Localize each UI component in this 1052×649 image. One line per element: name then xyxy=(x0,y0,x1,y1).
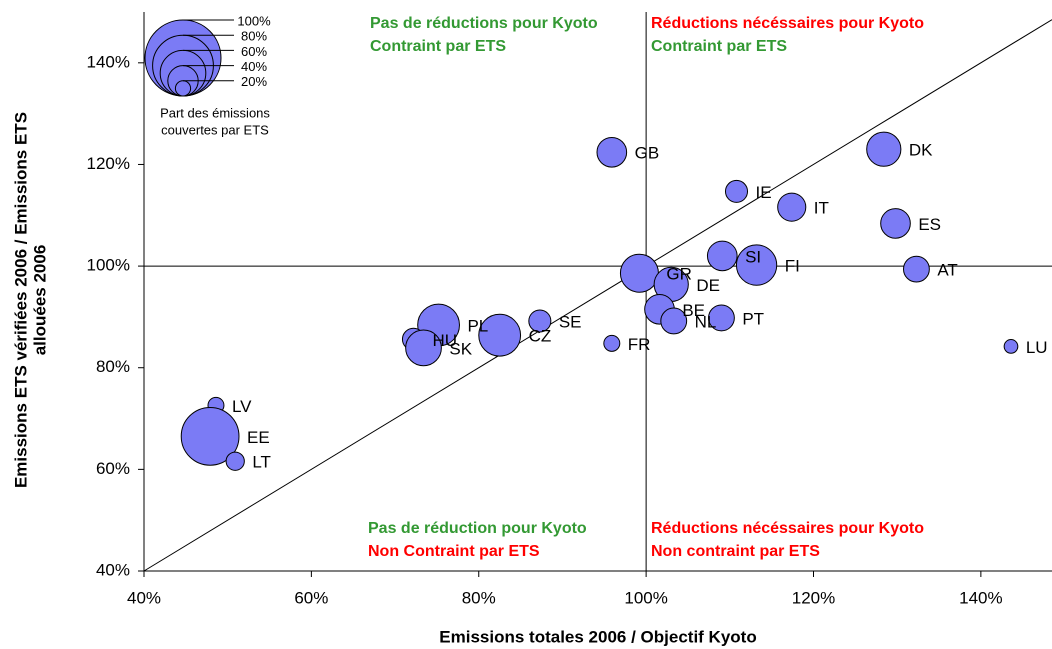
bubble xyxy=(596,136,628,168)
bubble xyxy=(225,451,245,471)
bubble xyxy=(180,406,240,466)
bubble-label: DK xyxy=(909,141,933,160)
bubble xyxy=(708,304,735,332)
quadrant-annotation: Réductions nécéssaires pour Kyoto xyxy=(651,520,924,537)
quadrant-annotation: Pas de réduction pour Kyoto xyxy=(368,520,587,537)
bubble xyxy=(903,255,930,283)
bubble-label: GR xyxy=(666,265,692,284)
y-axis-title: allouées 2006 xyxy=(30,245,49,356)
bubble xyxy=(603,334,621,352)
bubble-label: EE xyxy=(247,428,270,447)
bubble xyxy=(660,307,688,335)
bubble xyxy=(735,244,778,286)
y-tick-label: 140% xyxy=(87,52,130,71)
legend-label: 100% xyxy=(237,13,271,28)
x-tick-label: 80% xyxy=(462,588,496,607)
quadrant-annotation: Contraint par ETS xyxy=(370,38,506,55)
legend-label: 20% xyxy=(241,74,267,89)
bubble-label: LV xyxy=(232,397,252,416)
quadrant-annotation: Non Contraint par ETS xyxy=(368,543,540,560)
bubble xyxy=(724,179,749,203)
bubble-label: LU xyxy=(1026,338,1048,357)
bubble xyxy=(619,253,659,293)
bubble-label: IE xyxy=(756,183,772,202)
y-tick-label: 120% xyxy=(87,154,130,173)
bubble-label: ES xyxy=(918,215,941,234)
bubble-label: HU xyxy=(432,331,457,350)
x-tick-label: 40% xyxy=(127,588,161,607)
y-tick-label: 40% xyxy=(96,560,130,579)
bubble-label: AT xyxy=(937,261,957,280)
y-axis-title: Emissions ETS vérifiées 2006 / Emissions… xyxy=(11,112,30,488)
bubble-label: BE xyxy=(682,301,705,320)
bubble xyxy=(880,208,911,239)
quadrant-annotation: Non contraint par ETS xyxy=(651,543,820,560)
legend-label: 40% xyxy=(241,59,267,74)
bubble xyxy=(866,131,902,167)
bubble xyxy=(777,192,807,222)
bubble-label: NL xyxy=(695,312,717,331)
bubble-label: PL xyxy=(467,317,488,336)
y-tick-label: 100% xyxy=(87,256,130,275)
bubble-label: LT xyxy=(252,453,271,472)
bubble-label: DE xyxy=(696,276,720,295)
bubble xyxy=(528,309,552,333)
y-tick-label: 60% xyxy=(96,459,130,478)
bubble-label: SE xyxy=(559,312,582,331)
quadrant-annotation: Contraint par ETS xyxy=(651,38,787,55)
x-tick-label: 120% xyxy=(792,588,835,607)
legend-label: 60% xyxy=(241,44,267,59)
bubble-label: PT xyxy=(742,309,764,328)
legend-title: couvertes par ETS xyxy=(161,122,269,137)
x-tick-label: 140% xyxy=(959,588,1002,607)
bubble-label: IT xyxy=(814,199,829,218)
bubble-label: SK xyxy=(449,339,472,358)
x-tick-label: 60% xyxy=(294,588,328,607)
bubble-label: SI xyxy=(745,247,761,266)
bubble-label: CZ xyxy=(529,327,552,346)
x-tick-label: 100% xyxy=(624,588,667,607)
x-axis-title: Emissions totales 2006 / Objectif Kyoto xyxy=(439,627,756,646)
bubble xyxy=(706,240,738,272)
y-tick-label: 80% xyxy=(96,357,130,376)
quadrant-annotation: Pas de réductions pour Kyoto xyxy=(370,15,598,32)
bubble-label: FR xyxy=(628,335,651,354)
bubble-label: GB xyxy=(635,144,660,163)
diagonal-line xyxy=(143,19,1052,572)
bubble-label: FI xyxy=(785,257,800,276)
legend-bubble xyxy=(174,80,192,97)
bubble xyxy=(405,329,442,367)
bubble xyxy=(478,313,522,357)
legend-label: 80% xyxy=(241,29,267,44)
quadrant-annotation: Réductions nécéssaires pour Kyoto xyxy=(651,15,924,32)
legend-title: Part des émissions xyxy=(160,105,270,120)
bubble xyxy=(1003,339,1019,354)
